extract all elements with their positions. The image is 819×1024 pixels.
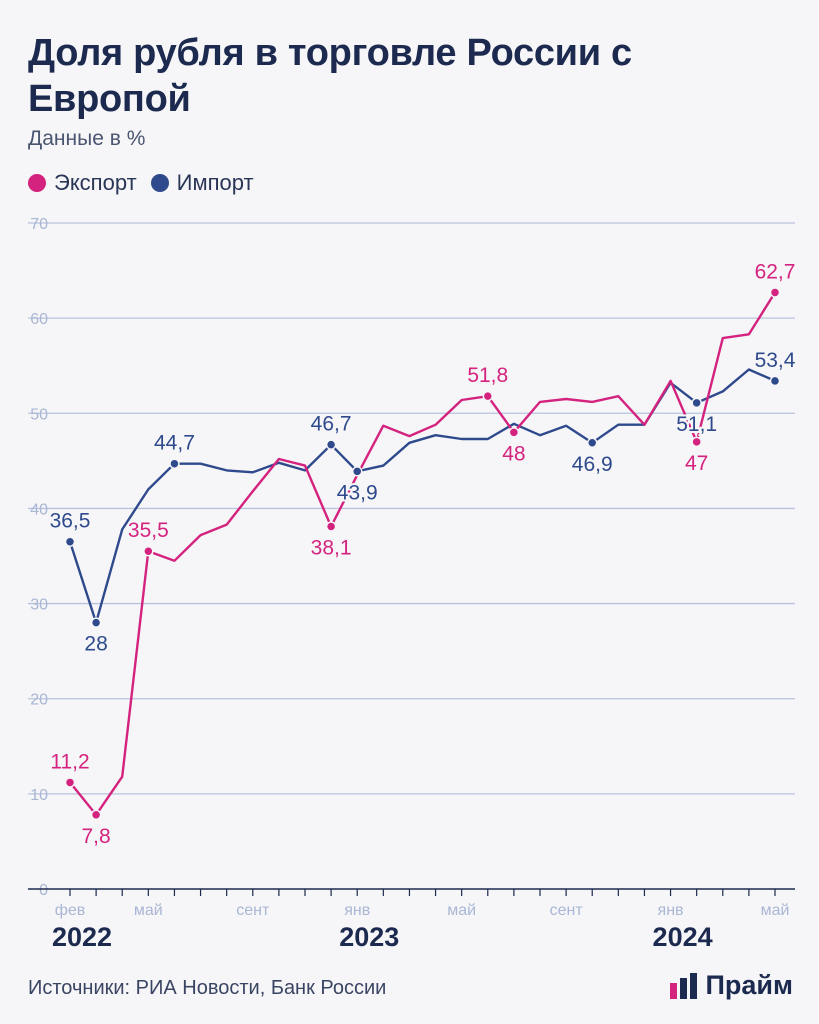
data-point-import	[169, 458, 180, 469]
x-tick-label: сент	[550, 902, 584, 919]
data-point-export	[90, 809, 102, 821]
brand-logo: Прайм	[669, 970, 794, 1001]
brand-name: Прайм	[705, 970, 794, 1000]
data-point-import	[769, 375, 781, 387]
data-label-import: 28	[84, 633, 107, 656]
legend-dot-import-icon	[150, 174, 169, 192]
x-year-label: 2022	[52, 922, 112, 952]
y-tick-label-30: 30	[30, 597, 48, 614]
data-label-import: 36,5	[50, 510, 91, 533]
legend-item-export: Экспорт	[28, 170, 137, 196]
data-label-import: 53,4	[755, 349, 796, 372]
data-point-import	[64, 536, 76, 547]
y-tick-label-50: 50	[30, 406, 48, 423]
data-point-export	[325, 521, 337, 532]
x-tick-label: сент	[236, 902, 270, 919]
chart-legend: Экспорт Импорт	[28, 170, 268, 196]
data-label-export: 48	[502, 442, 525, 465]
data-label-import: 43,9	[337, 481, 378, 504]
y-tick-label-60: 60	[30, 311, 48, 328]
data-point-export	[691, 436, 702, 448]
data-point-import	[586, 437, 598, 449]
source-note: Источники: РИА Новости, Банк России	[28, 977, 387, 999]
series-line-export	[68, 291, 777, 816]
data-label-import: 46,7	[311, 413, 352, 436]
page-title: Доля рубля в торговле России с Европой	[28, 32, 632, 120]
data-label-export: 47	[685, 452, 708, 475]
prime-logo-icon	[669, 972, 697, 999]
data-point-export	[508, 427, 520, 438]
data-label-export: 51,8	[467, 364, 508, 387]
legend-label-export: Экспорт	[54, 170, 137, 195]
data-point-export	[769, 287, 781, 298]
data-label-export: 11,2	[50, 750, 89, 773]
data-point-import	[351, 466, 363, 477]
data-point-import	[691, 397, 702, 409]
data-point-export	[64, 777, 76, 788]
legend-label-import: Импорт	[176, 170, 254, 195]
data-label-import: 46,9	[572, 453, 613, 476]
x-tick-label: май	[447, 902, 476, 919]
x-tick-label: янв	[344, 902, 370, 919]
y-tick-label-0: 0	[39, 882, 48, 899]
x-tick-label: май	[134, 902, 163, 919]
y-tick-label-40: 40	[30, 501, 48, 518]
data-label-export: 38,1	[311, 537, 352, 560]
data-label-import: 51,1	[676, 413, 717, 436]
series-line-import	[68, 368, 777, 624]
legend-dot-export-icon	[28, 174, 46, 192]
data-point-export	[143, 545, 154, 557]
data-label-export: 62,7	[755, 260, 796, 283]
legend-item-import: Импорт	[150, 170, 254, 196]
chart-subtitle: Данные в %	[28, 127, 146, 150]
x-tick-label: янв	[658, 902, 684, 919]
data-label-import: 44,7	[154, 432, 195, 455]
y-tick-label-20: 20	[30, 692, 48, 709]
y-tick-label-70: 70	[30, 216, 48, 233]
x-year-label: 2023	[339, 922, 399, 952]
data-label-export: 35,5	[128, 519, 169, 542]
x-tick-label: фев	[55, 902, 86, 919]
data-point-import	[90, 617, 102, 628]
data-label-export: 7,8	[82, 825, 111, 848]
y-tick-label-10: 10	[30, 787, 48, 804]
data-point-import	[325, 439, 337, 450]
x-tick-label: май	[761, 902, 790, 919]
x-year-label: 2024	[653, 922, 713, 952]
data-point-export	[482, 390, 494, 402]
